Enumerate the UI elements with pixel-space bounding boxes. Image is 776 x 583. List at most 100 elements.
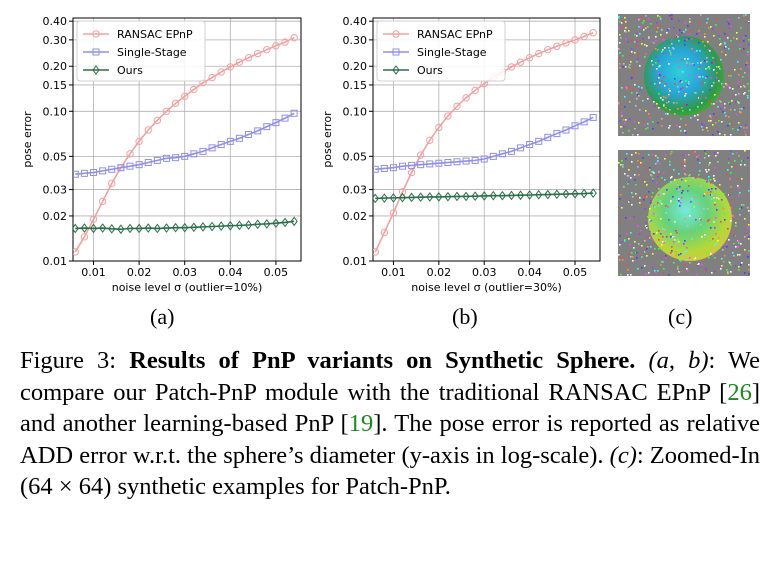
noise-pixel — [657, 122, 659, 124]
noise-pixel — [629, 55, 631, 57]
noise-pixel — [624, 17, 626, 19]
noise-pixel — [676, 132, 678, 134]
chart-0-data-point — [272, 218, 280, 228]
noise-pixel — [658, 230, 660, 232]
noise-pixel — [730, 186, 732, 188]
noise-pixel — [672, 47, 674, 49]
noise-pixel — [629, 200, 631, 202]
noise-pixel — [647, 98, 649, 100]
noise-pixel — [667, 29, 669, 31]
chart-1-legend-marker — [392, 48, 400, 56]
chart-0-data-point — [235, 58, 244, 66]
noise-pixel — [703, 226, 705, 228]
noise-pixel — [644, 265, 646, 267]
noise-pixel — [713, 69, 715, 71]
noise-pixel — [697, 62, 699, 64]
noise-pixel — [630, 232, 632, 234]
noise-pixel — [730, 75, 732, 77]
noise-pixel — [619, 63, 621, 65]
chart-0-series-1 — [73, 109, 298, 178]
caption-ref-26[interactable]: 26 — [727, 378, 752, 406]
chart-0-data-point — [73, 248, 79, 256]
noise-pixel — [652, 239, 654, 241]
noise-pixel — [737, 240, 739, 242]
noise-pixel — [734, 109, 736, 111]
noise-pixel — [711, 188, 713, 190]
noise-pixel — [670, 200, 672, 202]
noise-pixel — [642, 22, 644, 24]
noise-pixel — [662, 99, 664, 101]
noise-pixel — [650, 82, 652, 84]
noise-pixel — [620, 194, 622, 196]
chart-0-data-point — [108, 224, 116, 234]
noise-pixel — [738, 155, 740, 157]
chart-1-legend-label: Single-Stage — [417, 46, 487, 59]
noise-pixel — [671, 246, 673, 248]
noise-pixel — [628, 30, 630, 32]
noise-pixel — [658, 188, 660, 190]
chart-1-data-point — [544, 133, 552, 141]
chart-0-data-point — [190, 85, 198, 94]
noise-pixel — [735, 246, 737, 248]
noise-pixel — [708, 27, 710, 29]
caption-ref-19[interactable]: 19 — [348, 410, 374, 437]
noise-pixel — [663, 193, 665, 195]
noise-pixel — [747, 95, 749, 97]
noise-pixel — [747, 83, 749, 85]
caption-text-3: ]. The pose error is reported as relativ… — [20, 410, 760, 469]
noise-pixel — [680, 130, 682, 132]
chart-0-legend-label: Ours — [117, 64, 143, 77]
noise-pixel — [748, 90, 750, 92]
noise-pixel — [665, 212, 667, 214]
noise-pixel — [747, 207, 749, 209]
noise-pixel — [650, 67, 652, 69]
noise-pixel — [713, 197, 715, 199]
noise-pixel — [684, 251, 686, 253]
noise-pixel — [664, 85, 666, 87]
chart-0-legend-box — [76, 20, 206, 82]
noise-pixel — [681, 107, 683, 109]
noise-pixel — [695, 219, 697, 221]
noise-pixel — [619, 67, 621, 69]
noise-pixel — [739, 254, 741, 256]
chart-1-data-point — [544, 45, 552, 54]
noise-pixel — [689, 262, 691, 264]
noise-pixel — [739, 214, 741, 216]
noise-pixel — [740, 68, 742, 70]
noise-pixel — [648, 18, 650, 20]
noise-pixel — [689, 109, 691, 111]
chart-1-data-point — [398, 188, 407, 196]
noise-pixel — [690, 117, 692, 119]
noise-pixel — [708, 189, 710, 191]
noise-pixel — [619, 21, 621, 23]
chart-0-data-point — [208, 221, 216, 232]
noise-pixel — [644, 251, 646, 253]
chart-1-data-point — [435, 123, 443, 132]
noise-pixel — [652, 180, 654, 182]
noise-pixel — [701, 264, 703, 266]
chart-1-data-point — [553, 42, 561, 50]
noise-pixel — [706, 230, 708, 232]
noise-pixel — [721, 51, 723, 53]
noise-pixel — [681, 81, 683, 83]
noise-pixel — [689, 21, 691, 23]
noise-pixel — [713, 178, 715, 180]
chart-0-data-point — [199, 147, 207, 155]
noise-pixel — [621, 112, 623, 114]
chart-0-data-point — [90, 169, 98, 177]
chart-0-data-point — [290, 109, 298, 117]
chart-1-data-point — [453, 158, 461, 166]
noise-pixel — [670, 54, 672, 56]
noise-pixel — [716, 243, 718, 245]
noise-pixel — [702, 81, 704, 83]
noise-pixel — [665, 154, 667, 156]
chart-0-data-point — [254, 127, 262, 135]
noise-pixel — [713, 82, 715, 84]
noise-pixel — [695, 177, 697, 179]
noise-pixel — [739, 192, 741, 194]
noise-pixel — [683, 168, 685, 170]
chart-1-data-point — [489, 190, 497, 201]
noise-pixel — [681, 197, 683, 199]
noise-pixel — [650, 174, 652, 176]
noise-pixel — [676, 253, 678, 255]
